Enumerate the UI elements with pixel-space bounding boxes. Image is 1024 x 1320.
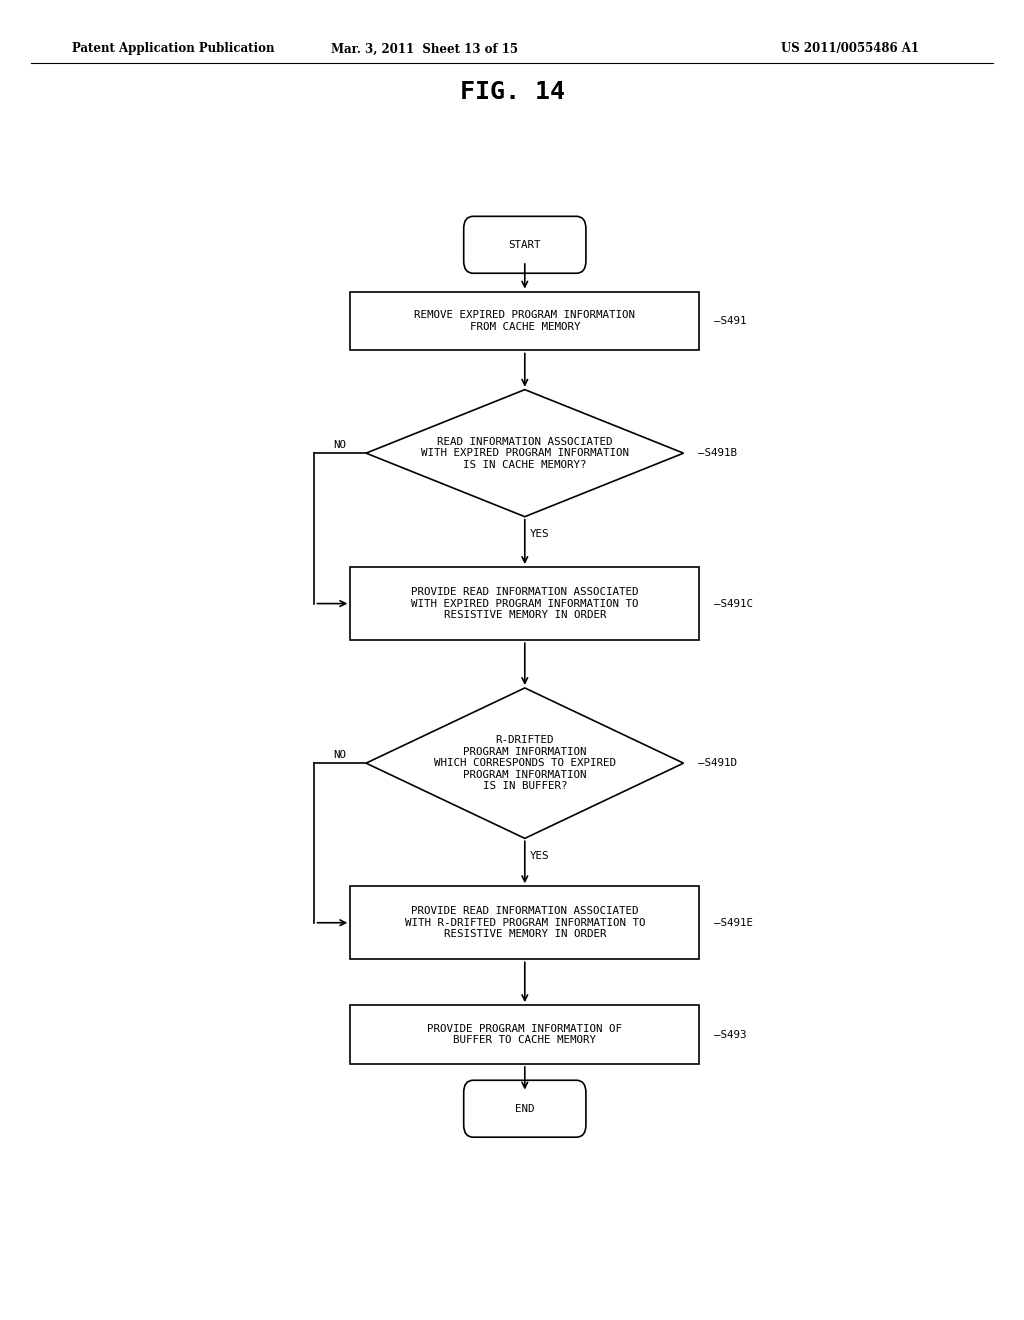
Bar	[350, 568, 699, 640]
Text: END: END	[515, 1104, 535, 1114]
Text: REMOVE EXPIRED PROGRAM INFORMATION
FROM CACHE MEMORY: REMOVE EXPIRED PROGRAM INFORMATION FROM …	[415, 310, 635, 331]
Text: US 2011/0055486 A1: US 2011/0055486 A1	[781, 42, 919, 55]
Text: —S491: —S491	[714, 315, 746, 326]
Text: R-DRIFTED
PROGRAM INFORMATION
WHICH CORRESPONDS TO EXPIRED
PROGRAM INFORMATION
I: R-DRIFTED PROGRAM INFORMATION WHICH CORR…	[434, 735, 615, 792]
Text: YES: YES	[529, 850, 549, 861]
Text: Patent Application Publication: Patent Application Publication	[72, 42, 274, 55]
Bar	[350, 886, 699, 960]
Text: —S491B: —S491B	[697, 449, 737, 458]
Polygon shape	[367, 389, 684, 516]
Text: NO: NO	[333, 750, 346, 760]
Text: NO: NO	[333, 440, 346, 450]
Text: FIG. 14: FIG. 14	[460, 81, 564, 104]
FancyBboxPatch shape	[464, 216, 586, 273]
Text: —S493: —S493	[714, 1030, 746, 1040]
Text: START: START	[509, 240, 541, 249]
Bar	[350, 1005, 699, 1064]
Text: —S491C: —S491C	[714, 598, 753, 609]
Polygon shape	[367, 688, 684, 838]
Text: —S491E: —S491E	[714, 917, 753, 928]
Text: Mar. 3, 2011  Sheet 13 of 15: Mar. 3, 2011 Sheet 13 of 15	[332, 42, 518, 55]
Text: PROVIDE READ INFORMATION ASSOCIATED
WITH EXPIRED PROGRAM INFORMATION TO
RESISTIV: PROVIDE READ INFORMATION ASSOCIATED WITH…	[411, 587, 639, 620]
FancyBboxPatch shape	[464, 1080, 586, 1138]
Text: PROVIDE PROGRAM INFORMATION OF
BUFFER TO CACHE MEMORY: PROVIDE PROGRAM INFORMATION OF BUFFER TO…	[427, 1024, 623, 1045]
Text: —S491D: —S491D	[697, 758, 737, 768]
Text: PROVIDE READ INFORMATION ASSOCIATED
WITH R-DRIFTED PROGRAM INFORMATION TO
RESIST: PROVIDE READ INFORMATION ASSOCIATED WITH…	[404, 906, 645, 940]
Text: YES: YES	[529, 529, 549, 539]
Bar	[350, 292, 699, 351]
Text: READ INFORMATION ASSOCIATED
WITH EXPIRED PROGRAM INFORMATION
IS IN CACHE MEMORY?: READ INFORMATION ASSOCIATED WITH EXPIRED…	[421, 437, 629, 470]
